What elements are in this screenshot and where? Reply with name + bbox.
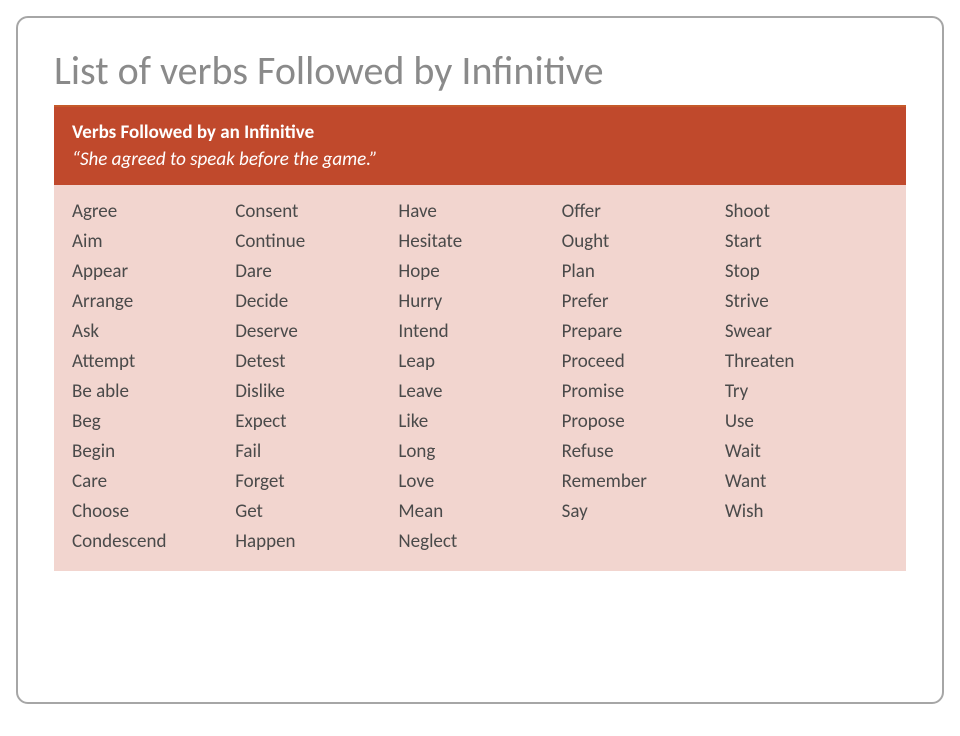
verb-cell: Wait: [725, 437, 888, 467]
verb-cell: Care: [72, 467, 235, 497]
verb-cell: Prefer: [562, 287, 725, 317]
verb-column-3: Have Hesitate Hope Hurry Intend Leap Lea…: [398, 197, 561, 557]
verb-cell: Offer: [562, 197, 725, 227]
verb-cell: Leap: [398, 347, 561, 377]
verb-cell: Proceed: [562, 347, 725, 377]
verb-cell: Threaten: [725, 347, 888, 377]
verb-cell: Arrange: [72, 287, 235, 317]
verb-cell: Consent: [235, 197, 398, 227]
verb-cell: Hesitate: [398, 227, 561, 257]
verb-cell: Dislike: [235, 377, 398, 407]
slide-title: List of verbs Followed by Infinitive: [54, 46, 906, 107]
verb-column-1: Agree Aim Appear Arrange Ask Attempt Be …: [72, 197, 235, 557]
verb-cell: Begin: [72, 437, 235, 467]
verb-cell: Be able: [72, 377, 235, 407]
verb-cell: Appear: [72, 257, 235, 287]
table-header-line2: “She agreed to speak before the game.”: [72, 148, 888, 171]
verb-cell: Expect: [235, 407, 398, 437]
verb-cell: Try: [725, 377, 888, 407]
verb-cell: Shoot: [725, 197, 888, 227]
table-body: Agree Aim Appear Arrange Ask Attempt Be …: [54, 185, 906, 571]
verb-cell: Get: [235, 497, 398, 527]
verb-cell: Fail: [235, 437, 398, 467]
verb-cell: Aim: [72, 227, 235, 257]
verb-cell: Dare: [235, 257, 398, 287]
verb-cell: Mean: [398, 497, 561, 527]
verb-cell: Want: [725, 467, 888, 497]
table-header: Verbs Followed by an Infinitive “She agr…: [54, 107, 906, 185]
verb-cell: Remember: [562, 467, 725, 497]
verb-cell: Use: [725, 407, 888, 437]
verb-cell: Happen: [235, 527, 398, 557]
verb-cell: Ought: [562, 227, 725, 257]
verb-cell: Stop: [725, 257, 888, 287]
verb-cell: Hope: [398, 257, 561, 287]
verb-column-5: Shoot Start Stop Strive Swear Threaten T…: [725, 197, 888, 557]
verb-cell: Long: [398, 437, 561, 467]
verb-cell: Strive: [725, 287, 888, 317]
verb-cell: Like: [398, 407, 561, 437]
verb-cell: Intend: [398, 317, 561, 347]
verb-column-2: Consent Continue Dare Decide Deserve Det…: [235, 197, 398, 557]
verb-cell: Propose: [562, 407, 725, 437]
verb-cell: Choose: [72, 497, 235, 527]
verb-cell: Leave: [398, 377, 561, 407]
verb-cell: Beg: [72, 407, 235, 437]
verb-cell: Ask: [72, 317, 235, 347]
verb-cell: Promise: [562, 377, 725, 407]
verb-cell: Forget: [235, 467, 398, 497]
verb-cell: Refuse: [562, 437, 725, 467]
verb-cell: Love: [398, 467, 561, 497]
verb-cell: Start: [725, 227, 888, 257]
verb-cell: Detest: [235, 347, 398, 377]
verb-column-4: Offer Ought Plan Prefer Prepare Proceed …: [562, 197, 725, 557]
verb-cell: Continue: [235, 227, 398, 257]
verb-cell: Neglect: [398, 527, 561, 557]
verb-cell: Prepare: [562, 317, 725, 347]
verb-cell: Swear: [725, 317, 888, 347]
verb-cell: Have: [398, 197, 561, 227]
verb-cell: Deserve: [235, 317, 398, 347]
verb-cell: Decide: [235, 287, 398, 317]
table-header-line1: Verbs Followed by an Infinitive: [72, 121, 888, 144]
verb-cell: Hurry: [398, 287, 561, 317]
verb-cell: Wish: [725, 497, 888, 527]
slide-frame: List of verbs Followed by Infinitive Ver…: [16, 16, 944, 704]
verb-cell: Condescend: [72, 527, 235, 557]
verb-cell: Plan: [562, 257, 725, 287]
verb-cell: Agree: [72, 197, 235, 227]
verb-cell: Attempt: [72, 347, 235, 377]
verb-cell: Say: [562, 497, 725, 527]
